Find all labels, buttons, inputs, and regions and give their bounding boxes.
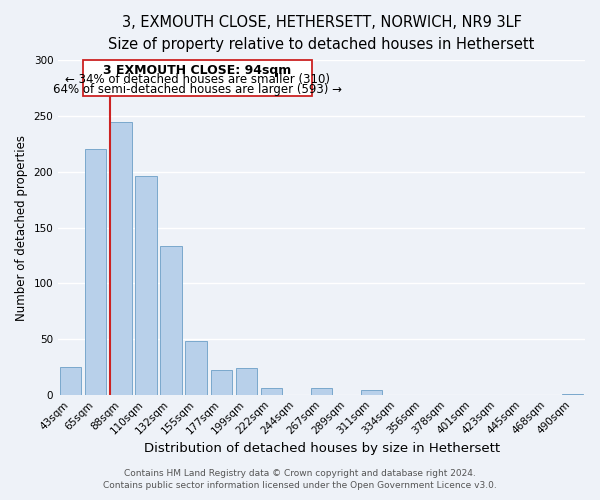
Title: 3, EXMOUTH CLOSE, HETHERSETT, NORWICH, NR9 3LF
Size of property relative to deta: 3, EXMOUTH CLOSE, HETHERSETT, NORWICH, N… <box>109 15 535 52</box>
Bar <box>261 388 282 394</box>
Bar <box>160 246 182 394</box>
Bar <box>236 368 257 394</box>
Bar <box>60 367 82 394</box>
X-axis label: Distribution of detached houses by size in Hethersett: Distribution of detached houses by size … <box>143 442 500 455</box>
Bar <box>136 176 157 394</box>
Text: 3 EXMOUTH CLOSE: 94sqm: 3 EXMOUTH CLOSE: 94sqm <box>103 64 292 77</box>
Text: Contains HM Land Registry data © Crown copyright and database right 2024.
Contai: Contains HM Land Registry data © Crown c… <box>103 468 497 490</box>
Y-axis label: Number of detached properties: Number of detached properties <box>15 134 28 320</box>
Bar <box>211 370 232 394</box>
Text: ← 34% of detached houses are smaller (310): ← 34% of detached houses are smaller (31… <box>65 72 330 86</box>
FancyBboxPatch shape <box>83 60 311 96</box>
Bar <box>311 388 332 394</box>
Bar <box>110 122 131 394</box>
Bar <box>361 390 382 394</box>
Text: 64% of semi-detached houses are larger (593) →: 64% of semi-detached houses are larger (… <box>53 82 342 96</box>
Bar <box>85 150 106 394</box>
Bar <box>185 341 207 394</box>
